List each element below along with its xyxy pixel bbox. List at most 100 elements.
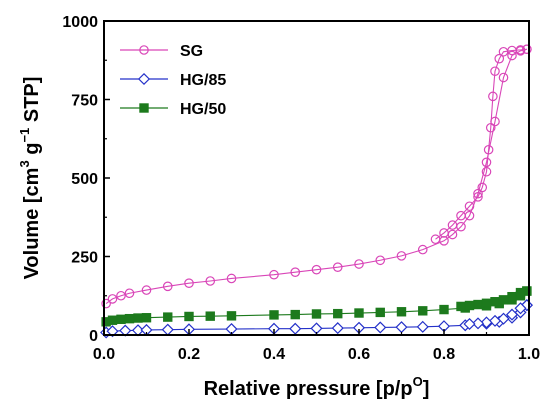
legend-marker bbox=[139, 45, 149, 55]
adsorption-point bbox=[184, 311, 194, 322]
legend-marker bbox=[139, 103, 149, 113]
adsorption-point bbox=[333, 308, 343, 319]
adsorption-point bbox=[498, 72, 509, 83]
adsorption-point bbox=[106, 325, 119, 338]
adsorption-point bbox=[311, 264, 322, 275]
x-tick-label: 0.0 bbox=[93, 346, 115, 363]
adsorption-point bbox=[396, 251, 407, 261]
adsorption-point bbox=[418, 306, 428, 316]
adsorption-point bbox=[184, 278, 194, 288]
desorption-point bbox=[473, 299, 483, 310]
y-tick-label: 0 bbox=[89, 328, 98, 345]
y-axis-title: Volume [cm3 g−1 STP] bbox=[17, 77, 43, 280]
adsorption-point bbox=[354, 259, 364, 269]
legend-item: HG/50 bbox=[120, 101, 226, 118]
series-sg bbox=[101, 44, 532, 309]
adsorption-point bbox=[226, 311, 237, 321]
desorption-point bbox=[447, 220, 458, 230]
desorption-point bbox=[483, 144, 494, 155]
adsorption-point bbox=[332, 262, 343, 272]
desorption-point bbox=[464, 201, 475, 212]
x-tick-label: 0.6 bbox=[348, 346, 370, 363]
y-axis-title-sup1: 3 bbox=[17, 160, 32, 167]
x-axis-title-end: ] bbox=[423, 378, 430, 400]
legend-label: HG/50 bbox=[180, 101, 226, 118]
desorption-point bbox=[488, 314, 502, 327]
y-tick-label: 250 bbox=[71, 250, 98, 267]
desorption-point bbox=[494, 53, 505, 64]
y-tick-label: 500 bbox=[71, 171, 98, 188]
desorption-point bbox=[507, 291, 517, 302]
desorption-point bbox=[505, 308, 519, 321]
desorption-point bbox=[456, 301, 466, 312]
desorption-point bbox=[490, 297, 500, 307]
legend: SG HG/85 HG/50 bbox=[120, 43, 226, 118]
y-axis-title-part2: g bbox=[21, 143, 43, 161]
desorption-point bbox=[497, 312, 510, 325]
desorption-point bbox=[481, 166, 492, 177]
adsorption-point bbox=[507, 50, 517, 61]
x-axis-title-main: Relative pressure [p/p bbox=[204, 378, 413, 400]
x-tick-label: 0.4 bbox=[263, 346, 285, 363]
adsorption-point bbox=[141, 313, 152, 323]
adsorption-point bbox=[205, 311, 215, 321]
series-layer bbox=[100, 44, 533, 339]
adsorption-point bbox=[289, 322, 302, 335]
x-tick-label: 0.8 bbox=[433, 346, 455, 363]
adsorption-point bbox=[133, 313, 143, 323]
desorption-point bbox=[481, 298, 492, 308]
adsorption-point bbox=[375, 307, 385, 318]
adsorption-point bbox=[375, 255, 386, 266]
y-axis-title-part1: Volume [cm bbox=[21, 168, 43, 280]
adsorption-point bbox=[116, 290, 126, 301]
legend-item: HG/85 bbox=[120, 72, 226, 89]
ticks-layer: 0.0 0.2 0.4 0.6 0.8 1.0 0 250 500 750 1000 bbox=[62, 14, 540, 363]
adsorption-point bbox=[141, 285, 152, 295]
legend-item: SG bbox=[120, 43, 203, 60]
y-tick-label: 750 bbox=[71, 93, 98, 110]
desorption-point bbox=[498, 46, 509, 57]
series-hg-50 bbox=[101, 286, 532, 327]
desorption-point bbox=[439, 228, 449, 238]
desorption-line bbox=[435, 48, 527, 240]
adsorption-point bbox=[116, 314, 126, 325]
desorption-point bbox=[514, 302, 527, 315]
adsorption-point bbox=[374, 321, 387, 334]
adsorption-point bbox=[161, 323, 174, 336]
x-tick-label: 1.0 bbox=[518, 346, 540, 363]
legend-label: HG/85 bbox=[180, 72, 226, 89]
adsorption-point bbox=[416, 320, 429, 333]
adsorption-point bbox=[269, 310, 279, 320]
adsorption-point bbox=[290, 309, 300, 320]
desorption-point bbox=[477, 182, 488, 193]
adsorption-point bbox=[124, 288, 135, 299]
adsorption-point bbox=[162, 281, 173, 292]
x-tick-label: 0.2 bbox=[178, 346, 200, 363]
legend-label: SG bbox=[180, 43, 203, 60]
x-axis-title-sup: O bbox=[413, 374, 423, 389]
desorption-point bbox=[498, 295, 509, 305]
desorption-point bbox=[488, 91, 498, 102]
adsorption-point bbox=[311, 309, 322, 319]
adsorption-point bbox=[354, 308, 364, 318]
desorption-point bbox=[480, 316, 493, 329]
adsorption-point bbox=[439, 304, 449, 315]
desorption-point bbox=[430, 234, 441, 245]
adsorption-point bbox=[290, 267, 301, 277]
desorption-point bbox=[464, 300, 475, 311]
y-axis-title-part3: STP] bbox=[21, 77, 43, 128]
y-tick-label: 1000 bbox=[62, 14, 98, 31]
adsorption-line bbox=[105, 48, 528, 305]
desorption-point bbox=[456, 210, 466, 221]
legend-marker bbox=[137, 72, 151, 86]
adsorption-point bbox=[101, 298, 111, 309]
adsorption-point bbox=[107, 294, 118, 304]
adsorption-point bbox=[269, 269, 279, 280]
adsorption-point bbox=[124, 313, 135, 324]
adsorption-point bbox=[396, 307, 407, 317]
adsorption-point bbox=[205, 276, 216, 286]
desorption-point bbox=[473, 192, 483, 202]
plot-frame bbox=[103, 20, 530, 336]
